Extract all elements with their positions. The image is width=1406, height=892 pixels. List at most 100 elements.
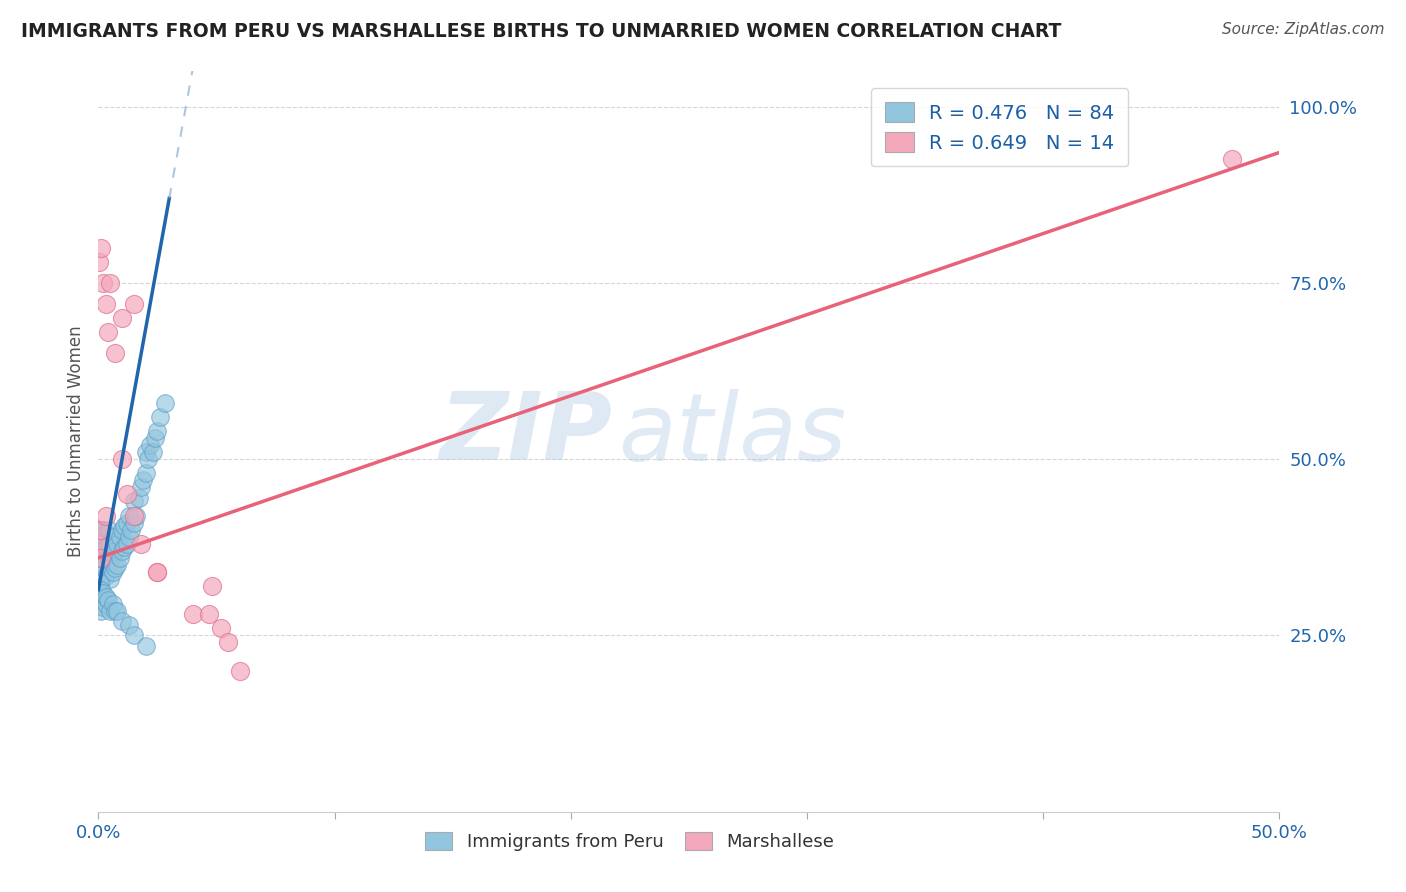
Point (91, 600, 114, 615)
Point (111, 452, 134, 467)
Point (89, 558, 111, 572)
Point (118, 618, 141, 632)
Point (91, 276, 114, 290)
Point (87, 593, 110, 607)
Point (91, 523, 114, 537)
Point (128, 491, 150, 505)
Point (115, 516, 138, 530)
Point (90, 582, 112, 597)
Point (112, 541, 135, 555)
Point (139, 438, 162, 452)
Point (135, 467, 157, 481)
Point (153, 396, 176, 410)
Point (111, 615, 134, 629)
Point (105, 604, 128, 618)
Point (89, 586, 111, 600)
Point (1220, 153, 1243, 167)
Point (149, 409, 172, 424)
Point (90, 523, 112, 537)
Y-axis label: Births to Unmarried Women: Births to Unmarried Women (66, 326, 84, 558)
Point (122, 494, 145, 508)
Point (122, 508, 145, 523)
Point (143, 431, 166, 445)
Point (89, 550, 111, 565)
Point (98, 554, 121, 568)
Point (94, 554, 117, 568)
Point (121, 523, 143, 537)
Point (94, 508, 117, 523)
Point (101, 530, 124, 544)
Point (87, 537, 110, 551)
Point (136, 452, 159, 467)
Point (146, 424, 169, 438)
Point (89, 541, 111, 555)
Text: ZIP: ZIP (439, 388, 612, 480)
Point (108, 550, 131, 565)
Point (87, 547, 110, 561)
Point (94, 597, 117, 611)
Point (201, 579, 224, 593)
Point (89, 590, 111, 604)
Point (98, 537, 121, 551)
Point (229, 664, 252, 678)
Text: Source: ZipAtlas.com: Source: ZipAtlas.com (1222, 22, 1385, 37)
Point (122, 628, 145, 642)
Point (122, 516, 145, 530)
Point (217, 635, 239, 649)
Point (93, 537, 115, 551)
Point (101, 597, 124, 611)
Point (90, 550, 112, 565)
Point (90, 604, 112, 618)
Point (122, 297, 145, 311)
Point (98, 523, 121, 537)
Point (89, 586, 111, 600)
Point (90, 537, 112, 551)
Point (101, 547, 124, 561)
Point (112, 519, 135, 533)
Point (94, 568, 117, 582)
Point (111, 523, 134, 537)
Point (146, 565, 169, 579)
Point (87, 254, 110, 268)
Point (89, 575, 111, 590)
Point (111, 544, 134, 558)
Point (105, 537, 128, 551)
Point (94, 590, 117, 604)
Point (104, 604, 127, 618)
Point (132, 473, 155, 487)
Point (97, 537, 120, 551)
Point (115, 487, 138, 501)
Point (118, 508, 141, 523)
Point (97, 593, 120, 607)
Point (101, 565, 124, 579)
Point (91, 561, 114, 575)
Point (98, 572, 121, 586)
Point (91, 544, 114, 558)
Point (105, 558, 128, 572)
Point (90, 530, 112, 544)
Point (97, 565, 120, 579)
Point (89, 523, 111, 537)
Point (98, 604, 121, 618)
Point (146, 565, 169, 579)
Point (97, 325, 120, 339)
Point (115, 537, 138, 551)
Point (108, 530, 131, 544)
Point (135, 639, 157, 653)
Point (98, 276, 121, 290)
Point (181, 607, 204, 622)
Point (93, 550, 115, 565)
Point (104, 346, 127, 360)
Point (90, 241, 112, 255)
Point (90, 550, 112, 565)
Point (89, 537, 111, 551)
Point (129, 537, 152, 551)
Point (94, 541, 117, 555)
Point (94, 297, 117, 311)
Point (94, 526, 117, 541)
Point (142, 445, 165, 459)
Point (87, 582, 110, 597)
Point (209, 621, 232, 635)
Point (91, 544, 114, 558)
Text: IMMIGRANTS FROM PERU VS MARSHALLESE BIRTHS TO UNMARRIED WOMEN CORRELATION CHART: IMMIGRANTS FROM PERU VS MARSHALLESE BIRT… (21, 22, 1062, 41)
